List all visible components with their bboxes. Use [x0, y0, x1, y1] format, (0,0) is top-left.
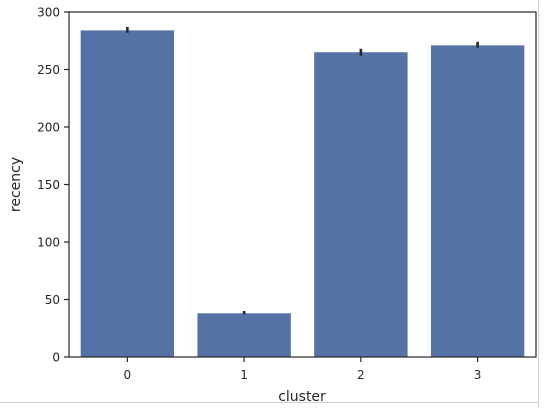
y-tick-label: 250	[37, 63, 60, 77]
y-tick-label: 0	[52, 351, 60, 365]
bar-cluster-3	[430, 45, 525, 357]
y-tick-label: 200	[37, 121, 60, 135]
y-tick-label: 50	[45, 293, 60, 307]
bar-cluster-1	[197, 313, 291, 357]
y-axis: 0 50 100 150 200 250 300	[37, 6, 69, 365]
x-tick-label: 1	[240, 368, 248, 382]
y-tick-label: 100	[37, 236, 60, 250]
bars-group	[80, 30, 525, 358]
y-axis-label: recency	[8, 157, 24, 212]
panel-bottom-border	[0, 402, 539, 403]
y-tick-label: 300	[37, 6, 60, 20]
x-tick-label: 2	[357, 368, 365, 382]
error-bars-group	[126, 26, 479, 315]
bar-cluster-0	[80, 30, 175, 358]
y-tick-label: 150	[37, 178, 60, 192]
x-tick-label: 3	[474, 368, 482, 382]
bar-cluster-2	[314, 52, 408, 357]
x-tick-label: 0	[124, 368, 132, 382]
x-axis-label: cluster	[278, 389, 326, 405]
x-axis: 0 1 2 3	[124, 357, 482, 382]
panel-right-border	[538, 0, 539, 407]
